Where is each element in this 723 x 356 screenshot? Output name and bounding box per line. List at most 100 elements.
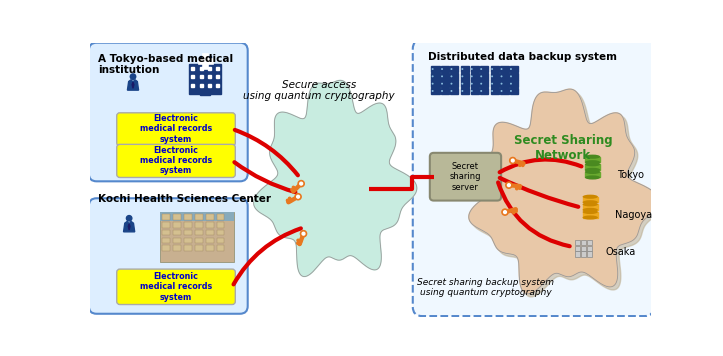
Bar — [192, 67, 194, 70]
Polygon shape — [469, 89, 659, 294]
Bar — [441, 88, 449, 94]
Bar — [200, 67, 202, 70]
Text: Osaka: Osaka — [606, 247, 636, 257]
Bar — [206, 222, 213, 227]
Bar — [491, 66, 499, 72]
Circle shape — [510, 83, 512, 85]
Circle shape — [471, 83, 473, 85]
Bar — [195, 245, 202, 251]
Ellipse shape — [583, 202, 598, 206]
Circle shape — [296, 195, 299, 198]
Circle shape — [450, 90, 453, 92]
Bar — [200, 75, 202, 78]
Bar — [215, 75, 218, 78]
Bar — [585, 172, 600, 178]
Text: A Tokyo-based medical
institution: A Tokyo-based medical institution — [98, 53, 234, 75]
Circle shape — [471, 68, 473, 70]
Circle shape — [502, 209, 508, 215]
Circle shape — [480, 75, 482, 77]
Ellipse shape — [585, 162, 600, 166]
Circle shape — [461, 83, 463, 85]
Text: Secret Sharing
Network: Secret Sharing Network — [514, 134, 612, 162]
Bar — [195, 237, 202, 243]
FancyBboxPatch shape — [116, 113, 235, 146]
Text: Kochi Health Sciences Center: Kochi Health Sciences Center — [98, 194, 271, 204]
Bar — [163, 214, 170, 220]
Circle shape — [450, 83, 453, 85]
Bar — [200, 91, 210, 95]
FancyBboxPatch shape — [89, 43, 248, 181]
Circle shape — [432, 68, 434, 70]
Bar — [583, 212, 598, 218]
Ellipse shape — [585, 155, 600, 159]
Bar — [581, 251, 586, 257]
Bar — [206, 245, 213, 251]
Bar — [471, 66, 479, 72]
Bar — [432, 80, 440, 87]
Bar — [217, 230, 224, 235]
Circle shape — [450, 75, 453, 77]
Circle shape — [471, 75, 473, 77]
Circle shape — [127, 216, 132, 221]
Ellipse shape — [585, 160, 600, 164]
FancyBboxPatch shape — [430, 153, 501, 200]
Bar — [461, 66, 469, 72]
Bar — [583, 197, 598, 202]
Circle shape — [441, 75, 443, 77]
Ellipse shape — [585, 176, 600, 179]
Circle shape — [500, 83, 502, 85]
Bar — [432, 66, 440, 72]
Bar — [450, 80, 458, 87]
Circle shape — [491, 68, 493, 70]
Bar — [471, 80, 479, 87]
Bar — [500, 73, 508, 80]
Bar — [480, 66, 488, 72]
Ellipse shape — [583, 215, 598, 220]
Bar — [471, 88, 479, 94]
Circle shape — [511, 159, 514, 162]
Circle shape — [130, 74, 136, 79]
Bar — [491, 80, 499, 87]
Circle shape — [441, 90, 443, 92]
Bar — [174, 245, 181, 251]
Bar — [184, 245, 192, 251]
Bar — [510, 66, 518, 72]
Bar — [480, 73, 488, 80]
Text: Secret
sharing
server: Secret sharing server — [450, 162, 482, 192]
Bar — [206, 237, 213, 243]
Polygon shape — [124, 221, 134, 232]
Circle shape — [302, 232, 305, 235]
Text: Electronic
medical records
system: Electronic medical records system — [140, 146, 212, 176]
Bar — [586, 251, 592, 257]
Bar — [500, 88, 508, 94]
Bar — [163, 230, 170, 235]
Bar — [581, 240, 586, 245]
Circle shape — [432, 83, 434, 85]
Circle shape — [510, 157, 516, 164]
Bar — [217, 245, 224, 251]
Bar — [480, 88, 488, 94]
Bar — [585, 164, 600, 170]
Bar — [208, 67, 210, 70]
FancyBboxPatch shape — [413, 40, 654, 316]
Bar — [491, 73, 499, 80]
Ellipse shape — [583, 195, 598, 199]
Bar — [217, 222, 224, 227]
Polygon shape — [254, 80, 417, 277]
Circle shape — [491, 83, 493, 85]
Circle shape — [450, 68, 453, 70]
Polygon shape — [127, 80, 139, 90]
Bar — [160, 212, 234, 221]
Bar — [208, 84, 210, 87]
Ellipse shape — [585, 168, 600, 172]
Bar — [583, 204, 598, 210]
Bar — [450, 73, 458, 80]
Polygon shape — [128, 224, 130, 230]
Circle shape — [491, 75, 493, 77]
Bar — [184, 230, 192, 235]
Bar — [450, 88, 458, 94]
Bar — [163, 237, 170, 243]
Bar — [174, 214, 181, 220]
Bar — [586, 240, 592, 245]
Bar — [471, 73, 479, 80]
